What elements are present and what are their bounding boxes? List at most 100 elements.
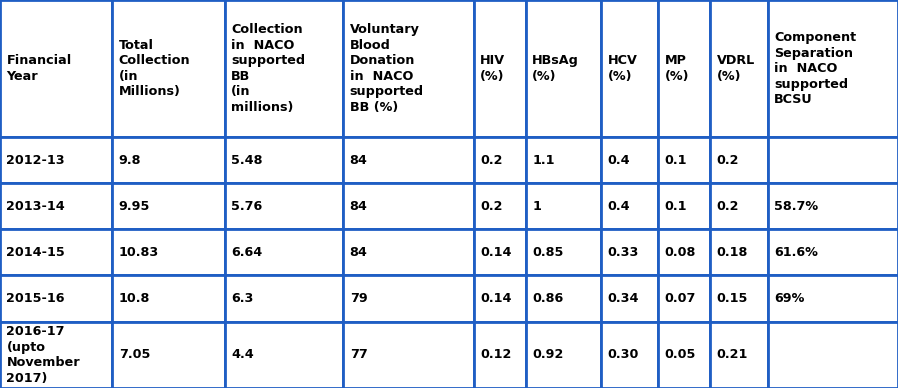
Bar xyxy=(710,0,768,137)
Text: 7.05: 7.05 xyxy=(119,348,150,361)
Bar xyxy=(0,0,112,137)
Text: 10.8: 10.8 xyxy=(119,292,150,305)
Text: 1: 1 xyxy=(533,200,541,213)
Bar xyxy=(768,137,898,184)
Text: 2014-15: 2014-15 xyxy=(6,246,66,259)
Text: 0.92: 0.92 xyxy=(533,348,564,361)
Text: 79: 79 xyxy=(349,292,367,305)
Bar xyxy=(343,137,473,184)
Bar xyxy=(0,137,112,184)
Bar xyxy=(224,137,343,184)
Text: 6.3: 6.3 xyxy=(232,292,253,305)
Bar xyxy=(224,229,343,275)
Bar xyxy=(601,0,658,137)
Bar xyxy=(710,229,768,275)
Bar xyxy=(473,275,525,322)
Bar xyxy=(473,184,525,229)
Bar xyxy=(601,275,658,322)
Text: 0.05: 0.05 xyxy=(665,348,696,361)
Bar xyxy=(525,137,601,184)
Bar xyxy=(601,184,658,229)
Text: 0.30: 0.30 xyxy=(608,348,638,361)
Bar xyxy=(0,275,112,322)
Bar xyxy=(768,229,898,275)
Text: 84: 84 xyxy=(349,246,367,259)
Bar xyxy=(525,0,601,137)
Bar xyxy=(768,275,898,322)
Text: 5.76: 5.76 xyxy=(232,200,262,213)
Bar xyxy=(112,0,224,137)
Text: 0.18: 0.18 xyxy=(717,246,748,259)
Text: 2013-14: 2013-14 xyxy=(6,200,66,213)
Bar xyxy=(473,0,525,137)
Text: HCV
(%): HCV (%) xyxy=(608,54,638,83)
Text: 6.64: 6.64 xyxy=(232,246,262,259)
Text: 5.48: 5.48 xyxy=(232,154,263,167)
Bar xyxy=(768,184,898,229)
Bar xyxy=(224,322,343,388)
Bar xyxy=(601,229,658,275)
Text: 0.4: 0.4 xyxy=(608,154,630,167)
Text: 2016-17
(upto
November
2017): 2016-17 (upto November 2017) xyxy=(6,325,80,385)
Text: 9.95: 9.95 xyxy=(119,200,150,213)
Text: 0.08: 0.08 xyxy=(665,246,696,259)
Text: 0.2: 0.2 xyxy=(480,200,503,213)
Bar xyxy=(224,275,343,322)
Bar xyxy=(112,322,224,388)
Text: 84: 84 xyxy=(349,154,367,167)
Text: 77: 77 xyxy=(349,348,367,361)
Bar xyxy=(710,275,768,322)
Bar xyxy=(525,322,601,388)
Text: 0.14: 0.14 xyxy=(480,292,512,305)
Bar xyxy=(224,184,343,229)
Bar xyxy=(768,322,898,388)
Text: Financial
Year: Financial Year xyxy=(6,54,72,83)
Text: 2015-16: 2015-16 xyxy=(6,292,65,305)
Bar xyxy=(658,137,710,184)
Text: 61.6%: 61.6% xyxy=(774,246,818,259)
Text: HBsAg
(%): HBsAg (%) xyxy=(533,54,579,83)
Text: Component
Separation
in  NACO
supported
BCSU: Component Separation in NACO supported B… xyxy=(774,31,856,106)
Text: 0.12: 0.12 xyxy=(480,348,512,361)
Text: 0.34: 0.34 xyxy=(608,292,639,305)
Text: 84: 84 xyxy=(349,200,367,213)
Text: 0.4: 0.4 xyxy=(608,200,630,213)
Text: 0.86: 0.86 xyxy=(533,292,564,305)
Bar xyxy=(112,229,224,275)
Bar xyxy=(658,322,710,388)
Bar xyxy=(224,0,343,137)
Text: 9.8: 9.8 xyxy=(119,154,141,167)
Text: Collection
in  NACO
supported
BB
(in
millions): Collection in NACO supported BB (in mill… xyxy=(232,23,305,114)
Text: 0.21: 0.21 xyxy=(717,348,748,361)
Bar xyxy=(710,137,768,184)
Text: 0.07: 0.07 xyxy=(665,292,696,305)
Bar xyxy=(0,229,112,275)
Text: 0.2: 0.2 xyxy=(717,154,739,167)
Text: Voluntary
Blood
Donation
in  NACO
supported
BB (%): Voluntary Blood Donation in NACO support… xyxy=(349,23,424,114)
Bar xyxy=(112,137,224,184)
Bar xyxy=(343,229,473,275)
Text: 69%: 69% xyxy=(774,292,805,305)
Text: MP
(%): MP (%) xyxy=(665,54,689,83)
Text: 4.4: 4.4 xyxy=(232,348,254,361)
Text: 0.14: 0.14 xyxy=(480,246,512,259)
Bar xyxy=(710,322,768,388)
Bar xyxy=(343,0,473,137)
Bar xyxy=(601,322,658,388)
Text: 10.83: 10.83 xyxy=(119,246,159,259)
Bar xyxy=(658,0,710,137)
Text: 0.1: 0.1 xyxy=(665,154,687,167)
Text: 0.1: 0.1 xyxy=(665,200,687,213)
Bar xyxy=(343,275,473,322)
Text: 1.1: 1.1 xyxy=(533,154,555,167)
Text: Total
Collection
(in
Millions): Total Collection (in Millions) xyxy=(119,39,190,99)
Bar xyxy=(525,184,601,229)
Bar xyxy=(112,184,224,229)
Text: 2012-13: 2012-13 xyxy=(6,154,66,167)
Bar xyxy=(343,184,473,229)
Text: 58.7%: 58.7% xyxy=(774,200,818,213)
Bar xyxy=(473,229,525,275)
Text: HIV
(%): HIV (%) xyxy=(480,54,506,83)
Bar xyxy=(525,229,601,275)
Bar xyxy=(658,275,710,322)
